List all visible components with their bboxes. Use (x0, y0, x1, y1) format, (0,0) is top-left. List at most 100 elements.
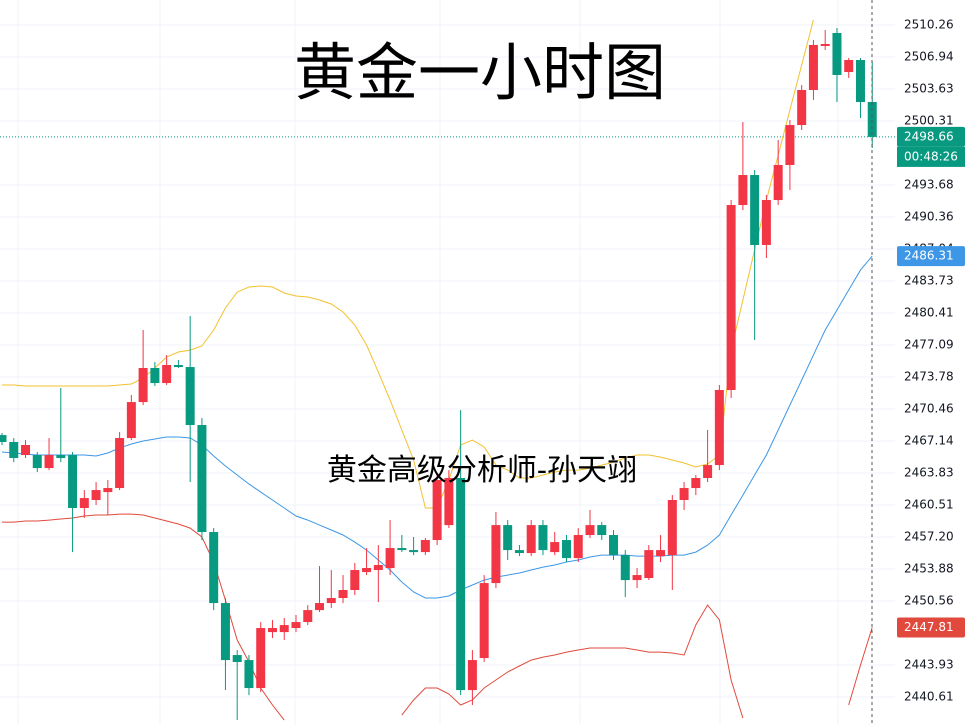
candle-body (820, 43, 830, 47)
candle-body (538, 525, 548, 551)
candles (0, 27, 877, 721)
candle-body (750, 175, 760, 245)
countdown-bg (897, 146, 965, 167)
annotation: 黄金高级分析师-孙天翊 (327, 453, 637, 488)
y-tick-label: 2467.14 (904, 434, 954, 448)
countdown: 00:48:26 (904, 149, 958, 163)
y-tick-label: 2510.26 (904, 17, 954, 31)
band-price-label-bg (897, 246, 965, 267)
candle-body (315, 603, 325, 611)
candle-body (785, 125, 795, 165)
y-tick-label: 2473.78 (904, 369, 954, 383)
candle-body (244, 660, 254, 689)
bands (1, 19, 873, 721)
candle-body (761, 200, 771, 245)
y-tick-label: 2470.46 (904, 402, 954, 416)
candle-body (56, 455, 66, 459)
candle-body (656, 550, 666, 557)
y-tick-label: 2503.63 (904, 81, 954, 95)
candle-body (573, 535, 583, 559)
candle-body (550, 542, 560, 553)
candle-body (808, 44, 818, 91)
candle-body (726, 205, 736, 390)
candle-body (256, 628, 266, 689)
candle-body (32, 455, 42, 469)
candle-body (444, 477, 454, 526)
candle-body (385, 548, 395, 569)
candle-body (867, 101, 877, 137)
y-tick-label: 2490.36 (904, 209, 954, 223)
current-price-label: 2498.66 (904, 129, 954, 143)
candle-body (397, 548, 407, 551)
candle-body (855, 60, 865, 102)
candle-body (609, 535, 619, 556)
band-line (2, 19, 814, 509)
y-tick-label: 2453.88 (904, 561, 954, 575)
candle-body (679, 488, 689, 500)
candle-body (467, 660, 477, 691)
y-tick-label: 2506.94 (904, 50, 954, 64)
chart-title: 黄金一小时图 (294, 36, 666, 109)
candle-body (797, 90, 807, 126)
candle-body (197, 425, 207, 533)
y-tick-label: 2477.09 (904, 338, 954, 352)
candle-body (738, 175, 748, 206)
candle-body (714, 389, 724, 466)
candle-body (209, 532, 219, 604)
candle-body (479, 583, 489, 659)
candle-body (185, 367, 195, 426)
candle-body (350, 570, 360, 591)
axis-background (895, 0, 965, 725)
band-price-label-bg (897, 617, 965, 638)
candle-body (632, 575, 642, 581)
price-axis: 2510.26 2506.94 2503.63 2500.31 2493.68 2490.… (895, 0, 965, 725)
candle-body (585, 525, 595, 536)
band-price-label: 2486.31 (904, 249, 954, 263)
y-tick-label: 2500.31 (904, 113, 954, 127)
candle-body (303, 610, 313, 623)
candle-body (420, 540, 430, 553)
y-tick-label: 2483.73 (904, 273, 954, 287)
candle-body (456, 477, 466, 691)
candle-body (561, 540, 571, 559)
candle-body (115, 438, 125, 489)
candle-body (503, 525, 513, 551)
candle-body (0, 435, 7, 443)
candle-body (138, 367, 148, 403)
y-tick-label: 2480.41 (904, 306, 954, 320)
candle-body (491, 525, 501, 584)
y-tick-label: 2450.56 (904, 594, 954, 608)
candle-body (338, 590, 348, 599)
candle-body (103, 488, 113, 493)
candle-body (703, 465, 713, 478)
y-tick-label: 2460.51 (904, 498, 954, 512)
candle-body (173, 365, 183, 368)
candle-body (91, 490, 101, 500)
candle-body (691, 477, 701, 489)
band-line (2, 513, 873, 721)
y-tick-label: 2440.61 (904, 690, 954, 704)
candle-body (514, 550, 524, 554)
candle-body (409, 550, 419, 553)
y-tick-label: 2463.83 (904, 465, 954, 479)
y-tick-label: 2493.68 (904, 177, 954, 191)
band-line (1, 255, 873, 599)
candle-body (667, 499, 677, 556)
candle-body (150, 367, 160, 384)
band-price-label: 2447.81 (904, 620, 954, 634)
candle-body (21, 444, 31, 456)
current-price-label-bg (897, 126, 965, 147)
candle-body (832, 32, 842, 75)
candle-body (79, 498, 89, 509)
candle-body (267, 628, 277, 633)
candle-body (597, 525, 607, 536)
candle-body (9, 442, 19, 459)
candle-body (126, 402, 136, 439)
candle-body (291, 622, 301, 629)
candle-body (373, 565, 383, 571)
candle-body (279, 625, 289, 633)
y-tick-label: 2443.93 (904, 657, 954, 671)
candle-body (844, 60, 854, 72)
candle-body (220, 603, 230, 661)
